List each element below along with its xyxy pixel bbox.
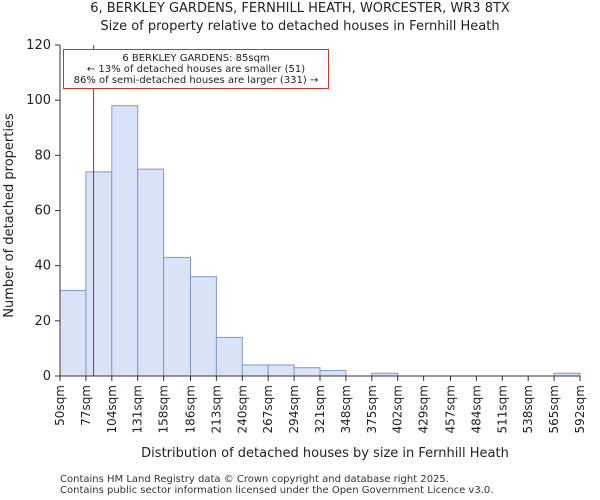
x-axis-label: Distribution of detached houses by size … xyxy=(141,446,509,461)
x-tick-label: 375sqm xyxy=(365,385,379,433)
y-tick-label: 40 xyxy=(34,259,51,274)
x-tick-label: 50sqm xyxy=(53,385,67,426)
histogram-bar xyxy=(163,256,191,377)
x-tick-label: 294sqm xyxy=(287,385,301,433)
x-tick-label: 186sqm xyxy=(183,385,197,433)
histogram-bar xyxy=(241,364,269,377)
x-tick-label: 131sqm xyxy=(131,385,145,433)
annotation-line3: 86% of semi-detached houses are larger (… xyxy=(73,75,319,86)
x-tick-label: 538sqm xyxy=(521,385,535,433)
y-tick-label: 100 xyxy=(26,93,51,108)
x-tick-label: 402sqm xyxy=(391,385,405,433)
histogram-bar xyxy=(267,364,295,377)
x-tick-label: 267sqm xyxy=(261,385,275,433)
x-tick-label: 511sqm xyxy=(495,385,509,433)
footer-line1: Contains HM Land Registry data © Crown c… xyxy=(60,474,449,485)
histogram-bar xyxy=(293,367,321,377)
chart-title-line2: Size of property relative to detached ho… xyxy=(100,19,500,34)
x-tick-label: 592sqm xyxy=(573,385,587,433)
histogram-bar xyxy=(59,289,87,377)
annotation-line1: 6 BERKLEY GARDENS: 85sqm xyxy=(122,53,270,64)
y-tick-label: 120 xyxy=(26,38,51,53)
y-tick-label: 20 xyxy=(34,314,51,329)
x-tick-label: 240sqm xyxy=(235,385,249,433)
x-tick-label: 484sqm xyxy=(469,385,483,433)
x-tick-label: 457sqm xyxy=(443,385,457,433)
chart-title-line1: 6, BERKLEY GARDENS, FERNHILL HEATH, WORC… xyxy=(90,1,510,16)
histogram-bar xyxy=(189,276,217,377)
y-axis-label: Number of detached properties xyxy=(2,113,17,318)
histogram-bar xyxy=(215,336,243,377)
x-tick-label: 104sqm xyxy=(105,385,119,433)
property-annotation-box: 6 BERKLEY GARDENS: 85sqm ← 13% of detach… xyxy=(63,49,329,89)
histogram-bar xyxy=(85,171,113,377)
x-tick-label: 348sqm xyxy=(339,385,353,433)
histogram-bar xyxy=(137,168,165,377)
footer-line2: Contains public sector information licen… xyxy=(60,485,494,496)
y-tick-label: 0 xyxy=(43,369,51,384)
x-tick-label: 77sqm xyxy=(79,385,93,426)
x-tick-label: 321sqm xyxy=(313,385,327,433)
x-tick-label: 565sqm xyxy=(547,385,561,433)
x-tick-label: 158sqm xyxy=(157,385,171,433)
annotation-line2: ← 13% of detached houses are smaller (51… xyxy=(86,64,306,75)
y-tick-label: 80 xyxy=(34,148,51,163)
x-tick-label: 429sqm xyxy=(417,385,431,433)
x-tick-label: 213sqm xyxy=(209,385,223,433)
y-tick-label: 60 xyxy=(34,204,51,219)
histogram-bar xyxy=(319,369,347,377)
histogram-bar xyxy=(111,105,139,377)
